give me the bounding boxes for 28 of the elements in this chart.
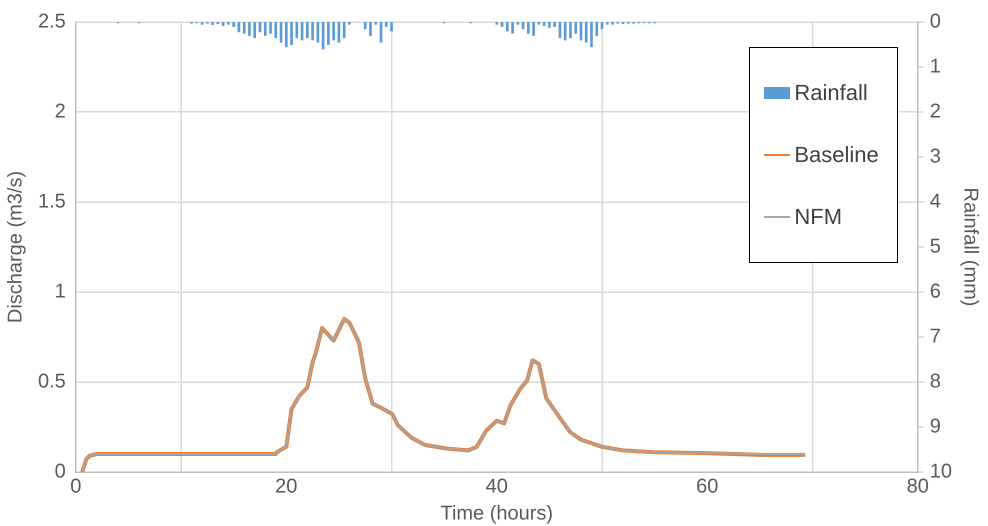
y-tick-label: 2	[54, 100, 66, 123]
y2-tick-label: 3	[930, 146, 941, 168]
y-tick-label: 1.5	[38, 190, 66, 213]
y2-tick-label: 6	[930, 280, 941, 303]
legend-label: Baseline	[794, 142, 879, 168]
y2-tick-label: 9	[930, 416, 941, 438]
y2-tick-label: 5	[930, 236, 941, 258]
y-tick-label: 0	[54, 460, 66, 483]
y2-tick-label: 4	[930, 190, 941, 213]
x-tick-label: 0	[70, 476, 82, 498]
y-tick-label: 0.5	[38, 370, 66, 393]
y2-tick-label: 1	[930, 56, 941, 78]
y-axis-title: Discharge (m3/s)	[4, 170, 27, 324]
y2-tick-label: 10	[930, 460, 952, 483]
y2-tick-label: 8	[930, 370, 941, 393]
x-tick-label: 60	[696, 476, 718, 498]
y2-tick-label: 7	[930, 326, 941, 348]
x-tick-label: 40	[486, 476, 508, 498]
y2-tick-label: 0	[930, 10, 941, 33]
y2-axis-title: Rainfall (mm)	[959, 188, 982, 306]
y-tick-label: 2.5	[38, 10, 66, 33]
legend-label: NFM	[794, 204, 842, 230]
x-tick-label: 80	[906, 476, 929, 498]
legend-label: Rainfall	[794, 80, 868, 106]
x-tick-label: 20	[275, 476, 298, 498]
y-tick-label: 1	[54, 280, 66, 303]
y2-tick-label: 2	[930, 100, 941, 123]
x-axis-title: Time (hours)	[440, 502, 554, 525]
